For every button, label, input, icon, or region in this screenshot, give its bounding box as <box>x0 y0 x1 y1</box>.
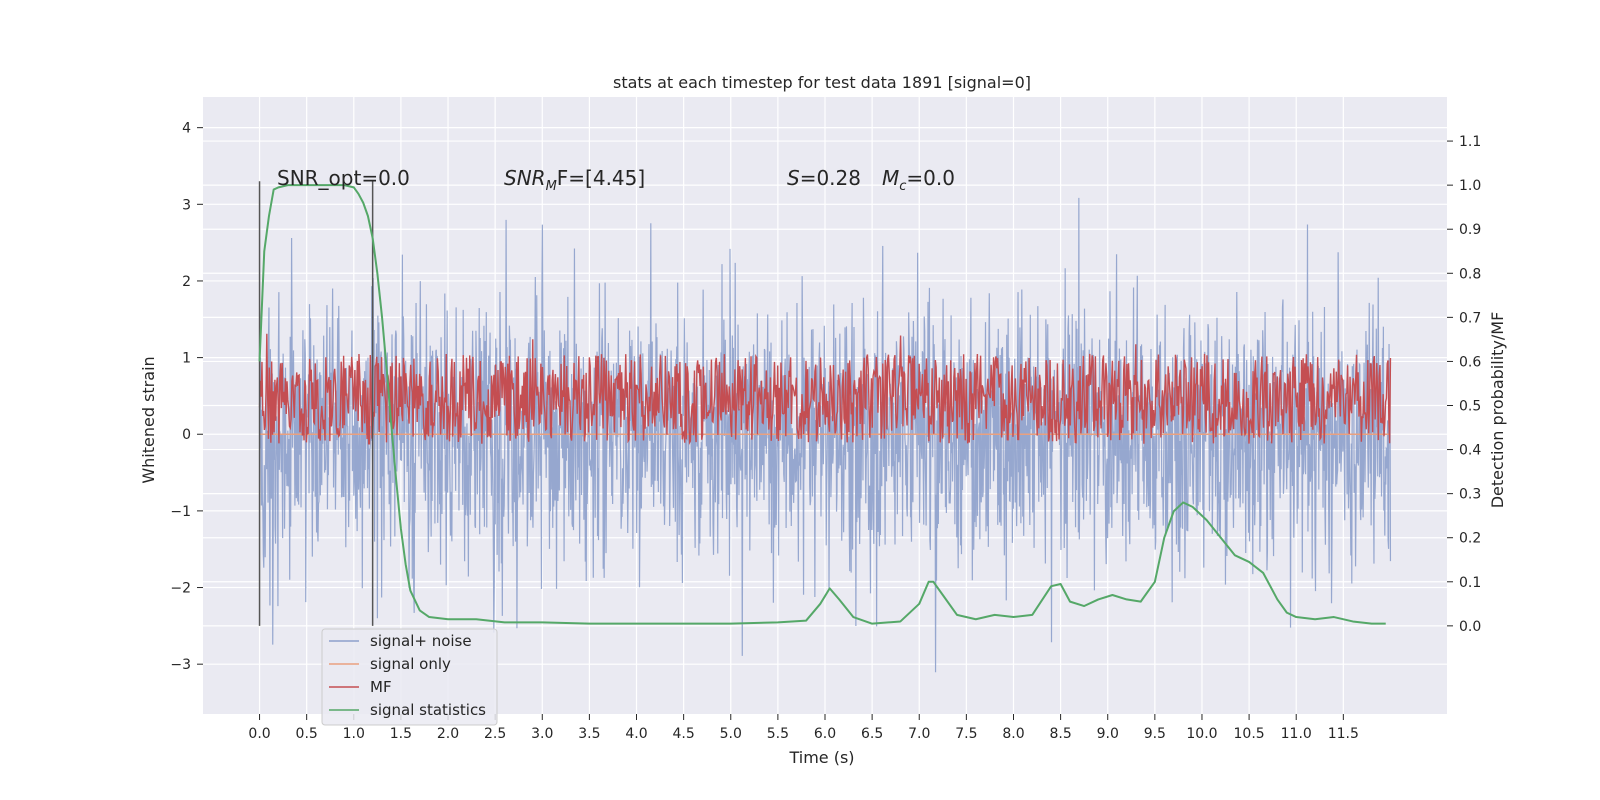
y-right-tick-label-10: 1.0 <box>1459 178 1481 194</box>
annotation-snr-mf: SNRMF=[4.45] <box>504 166 645 194</box>
annotation-mc-symbol: M <box>882 166 899 190</box>
signal-statistics-line <box>258 184 1386 625</box>
x-tick-label-3: 1.5 <box>390 726 412 742</box>
x-tick-label-5: 2.5 <box>484 726 506 742</box>
legend-label-signal-only: signal only <box>370 655 451 673</box>
vertical-markers <box>258 181 374 626</box>
x-tick-label-9: 4.5 <box>673 726 695 742</box>
y-right-tick-label-6: 0.6 <box>1459 354 1481 370</box>
annotation-s: S=0.28 <box>787 166 861 190</box>
y-left-tick-label-7: 4 <box>182 121 191 137</box>
y-right-tick-label-0: 0.0 <box>1459 619 1481 635</box>
x-tick-label-19: 9.5 <box>1144 726 1166 742</box>
y-axis-right-ticks: 0.0 0.1 0.2 0.3 0.4 0.5 0.6 0.7 0.8 0.9 1.0 1.1 <box>1447 134 1481 635</box>
x-tick-label-7: 3.5 <box>578 726 600 742</box>
legend-label-mf: MF <box>370 678 392 696</box>
signal-statistics-series <box>258 184 1386 625</box>
y-right-tick-label-7: 0.7 <box>1459 310 1481 326</box>
annotation-s-symbol: S <box>787 166 800 190</box>
legend-label-signal-statistics: signal statistics <box>370 701 486 719</box>
annotation-s-value: =0.28 <box>800 166 861 190</box>
annotation-snr-mf-value: F=[4.45] <box>557 166 645 190</box>
x-tick-label-23: 11.5 <box>1328 726 1359 742</box>
x-tick-label-13: 6.5 <box>861 726 883 742</box>
legend-box <box>321 628 498 726</box>
legend-label-signal-noise: signal+ noise <box>370 632 472 650</box>
y-axis-left-ticks: −3 −2 −1 0 1 2 3 4 <box>170 121 203 673</box>
x-tick-label-18: 9.0 <box>1097 726 1119 742</box>
annotation-mc-subscript: c <box>899 179 906 194</box>
y-right-tick-label-11: 1.1 <box>1459 134 1481 150</box>
annotation-mc: Mc=0.0 <box>882 166 955 194</box>
x-tick-label-0: 0.0 <box>248 726 270 742</box>
annotation-snr-opt: SNR_opt=0.0 <box>277 166 410 190</box>
y-left-tick-label-4: 1 <box>182 351 191 367</box>
y-axis-left-title: Whitened strain <box>139 356 158 483</box>
y-left-tick-label-0: −3 <box>170 657 191 673</box>
y-right-tick-label-9: 0.9 <box>1459 222 1481 238</box>
y-right-tick-label-1: 0.1 <box>1459 575 1481 591</box>
y-right-tick-label-8: 0.8 <box>1459 266 1481 282</box>
y-right-tick-label-4: 0.4 <box>1459 443 1481 459</box>
x-tick-label-20: 10.0 <box>1186 726 1217 742</box>
legend: signal+ noise signal only MF signal stat… <box>321 628 498 726</box>
annotation-snr-mf-subscript: M <box>546 179 557 194</box>
x-tick-label-22: 11.0 <box>1281 726 1312 742</box>
x-tick-label-12: 6.0 <box>814 726 836 742</box>
y-left-tick-label-2: −1 <box>170 504 191 520</box>
x-tick-label-1: 0.5 <box>296 726 318 742</box>
x-tick-label-21: 10.5 <box>1234 726 1265 742</box>
x-tick-label-2: 1.0 <box>343 726 365 742</box>
x-tick-label-10: 5.0 <box>720 726 742 742</box>
mf-line <box>258 333 1392 446</box>
x-tick-label-8: 4.0 <box>625 726 647 742</box>
mf-series <box>258 333 1392 446</box>
x-tick-label-16: 8.0 <box>1002 726 1024 742</box>
x-tick-label-15: 7.5 <box>955 726 977 742</box>
y-right-tick-label-5: 0.5 <box>1459 399 1481 415</box>
y-left-tick-label-3: 0 <box>182 427 191 443</box>
x-axis-title: Time (s) <box>788 748 854 767</box>
y-left-tick-label-6: 3 <box>182 197 191 213</box>
x-tick-label-11: 5.5 <box>767 726 789 742</box>
x-tick-label-14: 7.0 <box>908 726 930 742</box>
chart-title: stats at each timestep for test data 189… <box>613 73 1031 92</box>
x-tick-label-6: 3.0 <box>531 726 553 742</box>
x-tick-label-4: 2.0 <box>437 726 459 742</box>
y-left-tick-label-1: −2 <box>170 581 191 597</box>
x-axis-ticks: 0.0 0.5 1.0 1.5 2.0 2.5 3.0 3.5 4.0 4.5 5.0 5.5 6.0 6… <box>248 714 1359 742</box>
y-right-tick-label-2: 0.2 <box>1459 531 1481 547</box>
x-tick-label-17: 8.5 <box>1049 726 1071 742</box>
annotation-mc-value: =0.0 <box>906 166 955 190</box>
y-left-tick-label-5: 2 <box>182 274 191 290</box>
annotation-snr-mf-main: SNR <box>504 166 546 190</box>
y-axis-right-title: Detection probability/MF <box>1488 312 1507 509</box>
y-right-tick-label-3: 0.3 <box>1459 487 1481 503</box>
